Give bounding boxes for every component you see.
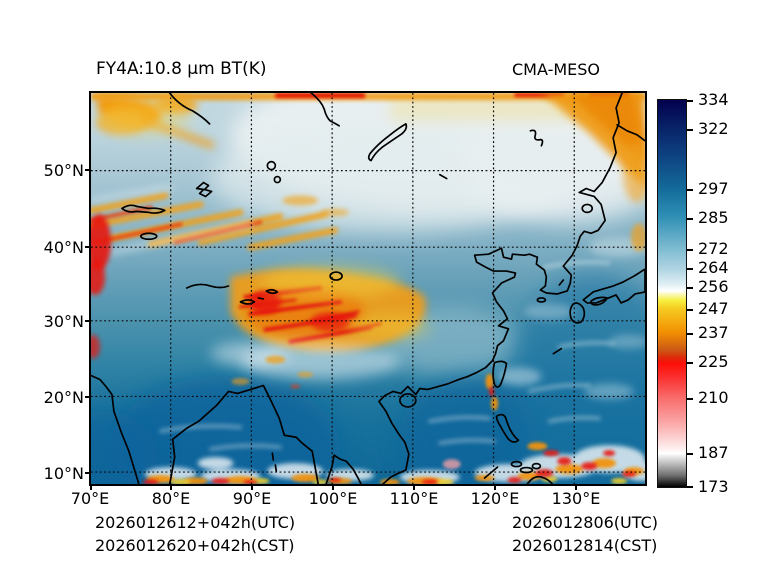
x-tick-70E: 70°E: [70, 489, 110, 508]
tropical-convection-band: [142, 373, 645, 484]
y-tick-40N: 40°N: [43, 238, 84, 257]
cb-label-247: 247: [698, 299, 729, 318]
x-tick-110E: 110°E: [389, 489, 439, 508]
colorbar-tickmark: [687, 309, 693, 311]
x-tick-80E: 80°E: [151, 489, 191, 508]
y-tickmark: [85, 246, 89, 248]
colorbar-tickmark: [687, 129, 693, 131]
colorbar-tickmark: [687, 398, 693, 400]
footer-valid-time: 2026012806(UTC) 2026012814(CST): [512, 511, 658, 557]
cb-label-210: 210: [698, 388, 729, 407]
x-tickmark: [251, 486, 253, 490]
northeast-cold-wedge: [541, 93, 645, 252]
cb-label-264: 264: [698, 258, 729, 277]
plot-title-right: CMA-MESO: [512, 60, 601, 79]
cb-label-173: 173: [698, 477, 729, 496]
cb-label-285: 285: [698, 208, 729, 227]
x-tickmark: [170, 486, 172, 490]
x-tick-90E: 90°E: [232, 489, 272, 508]
colorbar-tickmark: [687, 100, 693, 102]
cb-label-272: 272: [698, 239, 729, 258]
warm-ocean-regions: [91, 272, 645, 484]
plot-title-left: FY4A:10.8 μm BT(K): [96, 59, 267, 79]
colorbar-tickmark: [687, 189, 693, 191]
x-tick-120E: 120°E: [470, 489, 520, 508]
footer-init-time: 2026012612+042h(UTC) 2026012620+042h(CST…: [95, 511, 295, 557]
colorbar-tickmark: [687, 362, 693, 364]
y-tick-20N: 20°N: [43, 388, 84, 407]
cb-label-237: 237: [698, 323, 729, 342]
y-tick-30N: 30°N: [43, 312, 84, 331]
x-tick-130E: 130°E: [551, 489, 601, 508]
cold-land-pale-region: [210, 93, 645, 377]
colorbar-tickmark: [687, 249, 693, 251]
x-tickmark: [90, 486, 92, 490]
x-tickmark: [494, 486, 496, 490]
northwest-cloud-mass: [95, 95, 215, 149]
satellite-bt-map: [91, 93, 645, 484]
y-tickmark: [85, 472, 89, 474]
y-tickmark: [85, 169, 89, 171]
west-edge-red-blobs: [91, 214, 111, 359]
colorbar-tickmark: [687, 333, 693, 335]
tibetan-plateau-cloud-mass: [210, 266, 430, 389]
colorbar-tickmark: [687, 268, 693, 270]
colorbar-tickmark: [687, 486, 693, 488]
y-tickmark: [85, 396, 89, 398]
cb-label-322: 322: [698, 119, 729, 138]
coastlines: [91, 93, 645, 484]
valid-time-cst: 2026012814(CST): [512, 536, 658, 555]
x-tickmark: [575, 486, 577, 490]
y-tick-50N: 50°N: [43, 161, 84, 180]
cb-label-297: 297: [698, 179, 729, 198]
cb-label-256: 256: [698, 277, 729, 296]
cb-label-187: 187: [698, 443, 729, 462]
init-time-cst: 2026012620+042h(CST): [95, 536, 295, 555]
init-time-utc: 2026012612+042h(UTC): [95, 513, 296, 532]
cb-label-334: 334: [698, 90, 729, 109]
colorbar-tickmark: [687, 218, 693, 220]
graticule-gridlines: [91, 93, 645, 484]
colorbar-tickmark: [687, 453, 693, 455]
y-tick-10N: 10°N: [43, 464, 84, 483]
x-tickmark: [332, 486, 334, 490]
colorbar: [657, 99, 687, 488]
colorbar-tickmark: [687, 287, 693, 289]
y-tickmark: [85, 320, 89, 322]
x-tick-100E: 100°E: [308, 489, 358, 508]
map-plot-area: [89, 91, 647, 486]
x-tickmark: [413, 486, 415, 490]
pink-convective-patch: [442, 459, 461, 470]
valid-time-utc: 2026012806(UTC): [512, 513, 658, 532]
frontal-streak-band: [91, 185, 350, 255]
cb-label-225: 225: [698, 352, 729, 371]
